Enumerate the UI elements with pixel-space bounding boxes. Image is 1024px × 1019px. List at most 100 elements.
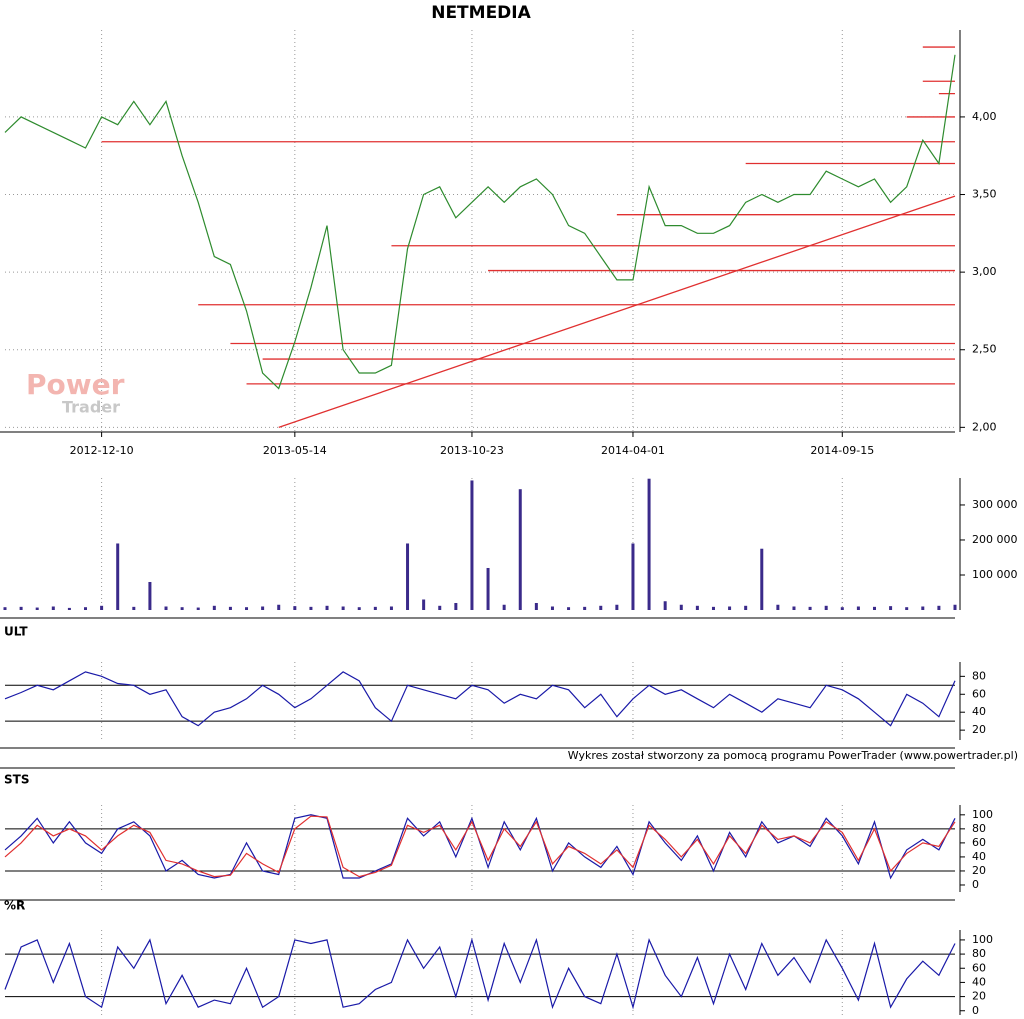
volume-bar [792, 606, 796, 610]
volume-bar [744, 605, 748, 610]
volume-bar [921, 606, 925, 610]
volume-bar [953, 604, 957, 610]
volume-bar [245, 607, 249, 610]
chart-title: NETMEDIA [431, 3, 531, 23]
y-tick-label: 40 [972, 850, 986, 863]
y-tick-label: 2,00 [972, 420, 997, 433]
volume-bar [261, 606, 265, 610]
volume-bar [3, 607, 7, 610]
y-tick-label: 60 [972, 687, 986, 700]
y-tick-label: 80 [972, 822, 986, 835]
volume-bar [373, 606, 377, 610]
y-tick-label: 20 [972, 864, 986, 877]
volume-bar [808, 606, 812, 610]
series-line [4, 54, 956, 390]
volume-bar [180, 607, 184, 610]
x-tick-label: 2013-05-14 [263, 444, 327, 457]
y-tick-label: 100 000 [972, 568, 1018, 581]
volume-bar [615, 604, 619, 610]
series-line [4, 815, 956, 878]
panel-title: ULT [4, 625, 28, 639]
volume-bar [695, 605, 699, 610]
footer-credit: Wykres został stworzony za pomocą progra… [568, 749, 1018, 762]
volume-bar [872, 606, 876, 610]
y-tick-label: 40 [972, 975, 986, 988]
volume-bar [663, 601, 667, 610]
panel-title: %R [4, 899, 25, 913]
y-tick-label: 0 [972, 1004, 979, 1017]
volume-bar [84, 607, 88, 610]
volume-bar [67, 607, 71, 610]
volume-bar [148, 581, 152, 610]
y-tick-label: 100 [972, 933, 993, 946]
y-tick-label: 80 [972, 669, 986, 682]
volume-bar [116, 543, 120, 610]
volume-bar [567, 607, 571, 610]
volume-bar [711, 606, 715, 610]
y-tick-label: 40 [972, 705, 986, 718]
watermark: Power [26, 368, 125, 401]
y-tick-label: 2,50 [972, 343, 997, 356]
volume-bar [422, 599, 426, 610]
y-tick-label: 0 [972, 878, 979, 891]
volume-bar [438, 605, 442, 610]
volume-bar [389, 606, 393, 610]
volume-bar [132, 606, 136, 610]
y-tick-label: 80 [972, 947, 986, 960]
y-tick-label: 20 [972, 723, 986, 736]
volume-bar [534, 602, 538, 610]
volume-bar [406, 543, 410, 610]
volume-bar [19, 606, 23, 610]
volume-bar [679, 604, 683, 610]
volume-bar [357, 607, 361, 610]
volume-bar [760, 548, 764, 610]
volume-bar [228, 606, 232, 610]
volume-bar [502, 604, 506, 610]
x-tick-label: 2014-04-01 [601, 444, 665, 457]
volume-bar [470, 480, 474, 610]
volume-bar [889, 606, 893, 610]
volume-bar [100, 605, 104, 610]
volume-bar [325, 605, 329, 610]
y-tick-label: 60 [972, 836, 986, 849]
y-tick-label: 3,00 [972, 265, 997, 278]
y-tick-label: 3,50 [972, 188, 997, 201]
volume-bar [728, 606, 732, 610]
panel-title: STS [4, 773, 29, 787]
volume-bar [212, 605, 216, 610]
x-tick-label: 2012-12-10 [70, 444, 134, 457]
y-tick-label: 100 [972, 808, 993, 821]
volume-bar [35, 607, 39, 610]
volume-bar [454, 602, 458, 610]
volume-bar [341, 606, 345, 610]
volume-bar [550, 606, 554, 610]
trend-line [278, 195, 956, 428]
volume-bar [824, 605, 828, 610]
volume-bar [776, 604, 780, 610]
volume-bar [164, 606, 168, 610]
series-line [4, 937, 956, 1010]
volume-bar [196, 607, 200, 610]
volume-bar [856, 606, 860, 610]
volume-bar [937, 605, 941, 610]
volume-bar [518, 489, 522, 610]
x-tick-label: 2013-10-23 [440, 444, 504, 457]
y-tick-label: 300 000 [972, 498, 1018, 511]
volume-bar [647, 478, 651, 610]
volume-bar [631, 543, 635, 610]
volume-bar [486, 567, 490, 610]
volume-bar [840, 607, 844, 610]
y-tick-label: 4,00 [972, 110, 997, 123]
x-tick-label: 2014-09-15 [810, 444, 874, 457]
volume-bar [599, 605, 603, 610]
volume-bar [583, 606, 587, 610]
volume-bar [293, 606, 297, 610]
volume-bar [277, 604, 281, 610]
y-tick-label: 60 [972, 961, 986, 974]
volume-bar [905, 607, 909, 610]
y-tick-label: 20 [972, 990, 986, 1003]
volume-bar [309, 606, 313, 610]
y-tick-label: 200 000 [972, 533, 1018, 546]
